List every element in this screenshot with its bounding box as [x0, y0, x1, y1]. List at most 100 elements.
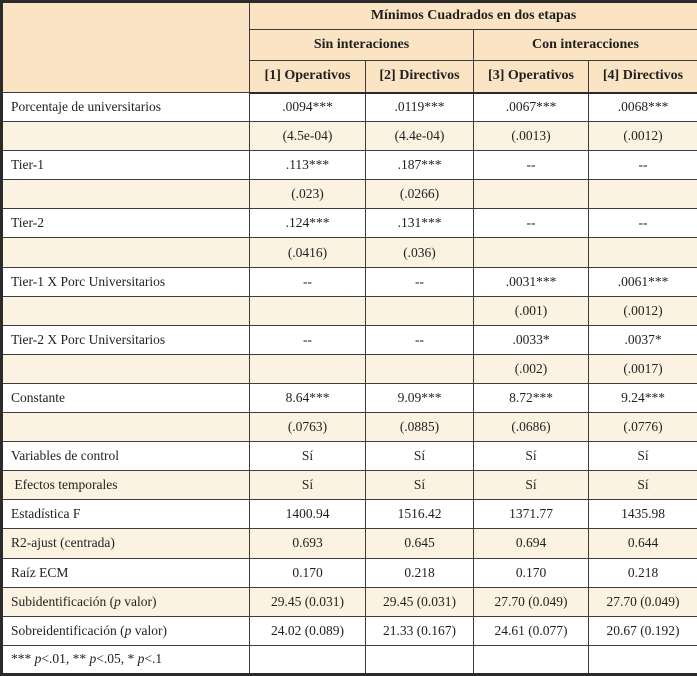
value-cell — [249, 353, 366, 384]
value-cell: 9.24*** — [588, 382, 697, 414]
row-label: Tier-2 X Porc Universitarios — [1, 324, 250, 355]
column-header-2-directivos: [2] Directivos — [365, 60, 474, 94]
row-label — [1, 179, 250, 210]
row-label: Sobreidentificación (p valor) — [1, 615, 250, 646]
value-cell: (.0885) — [365, 412, 474, 443]
value-cell: (.001) — [473, 295, 589, 326]
table-row: R2-ajust (centrada) 0.693 0.645 0.694 0.644 — [1, 528, 697, 559]
table-header: Mínimos Cuadrados en dos etapas Sin inte… — [1, 1, 697, 94]
row-label — [1, 121, 250, 152]
value-cell: -- — [365, 266, 474, 297]
value-cell — [473, 644, 589, 676]
value-cell: .0094*** — [249, 91, 366, 123]
value-cell: .0119*** — [365, 91, 474, 123]
value-cell: 0.693 — [249, 528, 366, 559]
row-label — [1, 295, 250, 326]
value-cell: (4.5e-04) — [249, 121, 366, 152]
row-label: Raíz ECM — [1, 557, 250, 588]
value-cell: 29.45 (0.031) — [249, 586, 366, 617]
row-label: Tier-1 X Porc Universitarios — [1, 266, 250, 297]
value-cell: -- — [249, 266, 366, 297]
value-cell: 27.70 (0.049) — [588, 586, 697, 617]
value-cell: -- — [473, 150, 589, 181]
row-label: Tier-2 — [1, 208, 250, 239]
value-cell: 29.45 (0.031) — [365, 586, 474, 617]
value-cell: 0.694 — [473, 528, 589, 559]
table-row: (.0763) (.0885) (.0686) (.0776) — [1, 412, 697, 443]
value-cell: 0.170 — [249, 557, 366, 588]
column-header-1-operativos: [1] Operativos — [249, 60, 366, 94]
value-cell: 1516.42 — [365, 499, 474, 530]
value-cell — [365, 295, 474, 326]
row-label: Variables de control — [1, 441, 250, 472]
table-row: Tier-2 X Porc Universitarios -- -- .0033* .0… — [1, 324, 697, 355]
value-cell: (.0012) — [588, 121, 697, 152]
value-cell — [249, 644, 366, 676]
row-label: Subidentificación (p valor) — [1, 586, 250, 617]
table-row: Porcentaje de universitarios .0094*** .011… — [1, 91, 697, 123]
value-cell — [473, 237, 589, 268]
value-cell: .131*** — [365, 208, 474, 239]
table-row: Tier-1 X Porc Universitarios -- -- .0031***… — [1, 266, 697, 297]
value-cell: 0.218 — [365, 557, 474, 588]
value-cell — [365, 353, 474, 384]
value-cell: (.0776) — [588, 412, 697, 443]
table-row: (.0416) (.036) — [1, 237, 697, 268]
value-cell: .0031*** — [473, 266, 589, 297]
row-label: R2-ajust (centrada) — [1, 528, 250, 559]
row-label: Efectos temporales — [1, 470, 250, 501]
value-cell: (.036) — [365, 237, 474, 268]
table-row: (.023) (.0266) — [1, 179, 697, 210]
value-cell: Sí — [588, 441, 697, 472]
value-cell — [249, 295, 366, 326]
value-cell: .0037* — [588, 324, 697, 355]
value-cell: 1371.77 — [473, 499, 589, 530]
column-header-3-operativos: [3] Operativos — [473, 60, 589, 94]
table-row: Variables de control Sí Sí Sí Sí — [1, 441, 697, 472]
value-cell: (.0017) — [588, 353, 697, 384]
value-cell: (.002) — [473, 353, 589, 384]
value-cell: .187*** — [365, 150, 474, 181]
row-label: *** p<.01, ** p<.05, * p<.1 — [1, 644, 250, 676]
value-cell: .0033* — [473, 324, 589, 355]
value-cell: -- — [473, 208, 589, 239]
value-cell: (4.4e-04) — [365, 121, 474, 152]
value-cell: 20.67 (0.192) — [588, 615, 697, 646]
value-cell — [588, 644, 697, 676]
value-cell: -- — [249, 324, 366, 355]
table-body: Porcentaje de universitarios .0094*** .011… — [1, 91, 697, 676]
table-row: Subidentificación (p valor) 29.45 (0.031)… — [1, 586, 697, 617]
value-cell — [588, 237, 697, 268]
row-label: Constante — [1, 382, 250, 414]
value-cell: 24.02 (0.089) — [249, 615, 366, 646]
value-cell: (.0013) — [473, 121, 589, 152]
value-cell: -- — [588, 150, 697, 181]
table-title: Mínimos Cuadrados en dos etapas — [249, 1, 697, 30]
value-cell: 27.70 (0.049) — [473, 586, 589, 617]
column-header-4-directivos: [4] Directivos — [588, 60, 697, 94]
value-cell: .124*** — [249, 208, 366, 239]
value-cell: 0.170 — [473, 557, 589, 588]
value-cell: Sí — [365, 441, 474, 472]
table-row: Constante 8.64*** 9.09*** 8.72*** 9.24*** — [1, 382, 697, 414]
value-cell — [588, 179, 697, 210]
value-cell: (.0266) — [365, 179, 474, 210]
row-label: Porcentaje de universitarios — [1, 91, 250, 123]
value-cell: 8.72*** — [473, 382, 589, 414]
value-cell — [473, 179, 589, 210]
value-cell: Sí — [249, 470, 366, 501]
table-row: Tier-1.113*** .187*** -- -- — [1, 150, 697, 181]
stub-header-cell — [1, 1, 250, 93]
row-label — [1, 237, 250, 268]
value-cell: 24.61 (0.077) — [473, 615, 589, 646]
value-cell: (.0012) — [588, 295, 697, 326]
group-header-sin-interacciones: Sin interaciones — [249, 29, 474, 61]
table-row: (.001) (.0012) — [1, 295, 697, 326]
value-cell: Sí — [365, 470, 474, 501]
table-row: Efectos temporales Sí Sí Sí Sí — [1, 470, 697, 501]
value-cell: -- — [588, 208, 697, 239]
row-label: Tier-1 — [1, 150, 250, 181]
value-cell: 1435.98 — [588, 499, 697, 530]
